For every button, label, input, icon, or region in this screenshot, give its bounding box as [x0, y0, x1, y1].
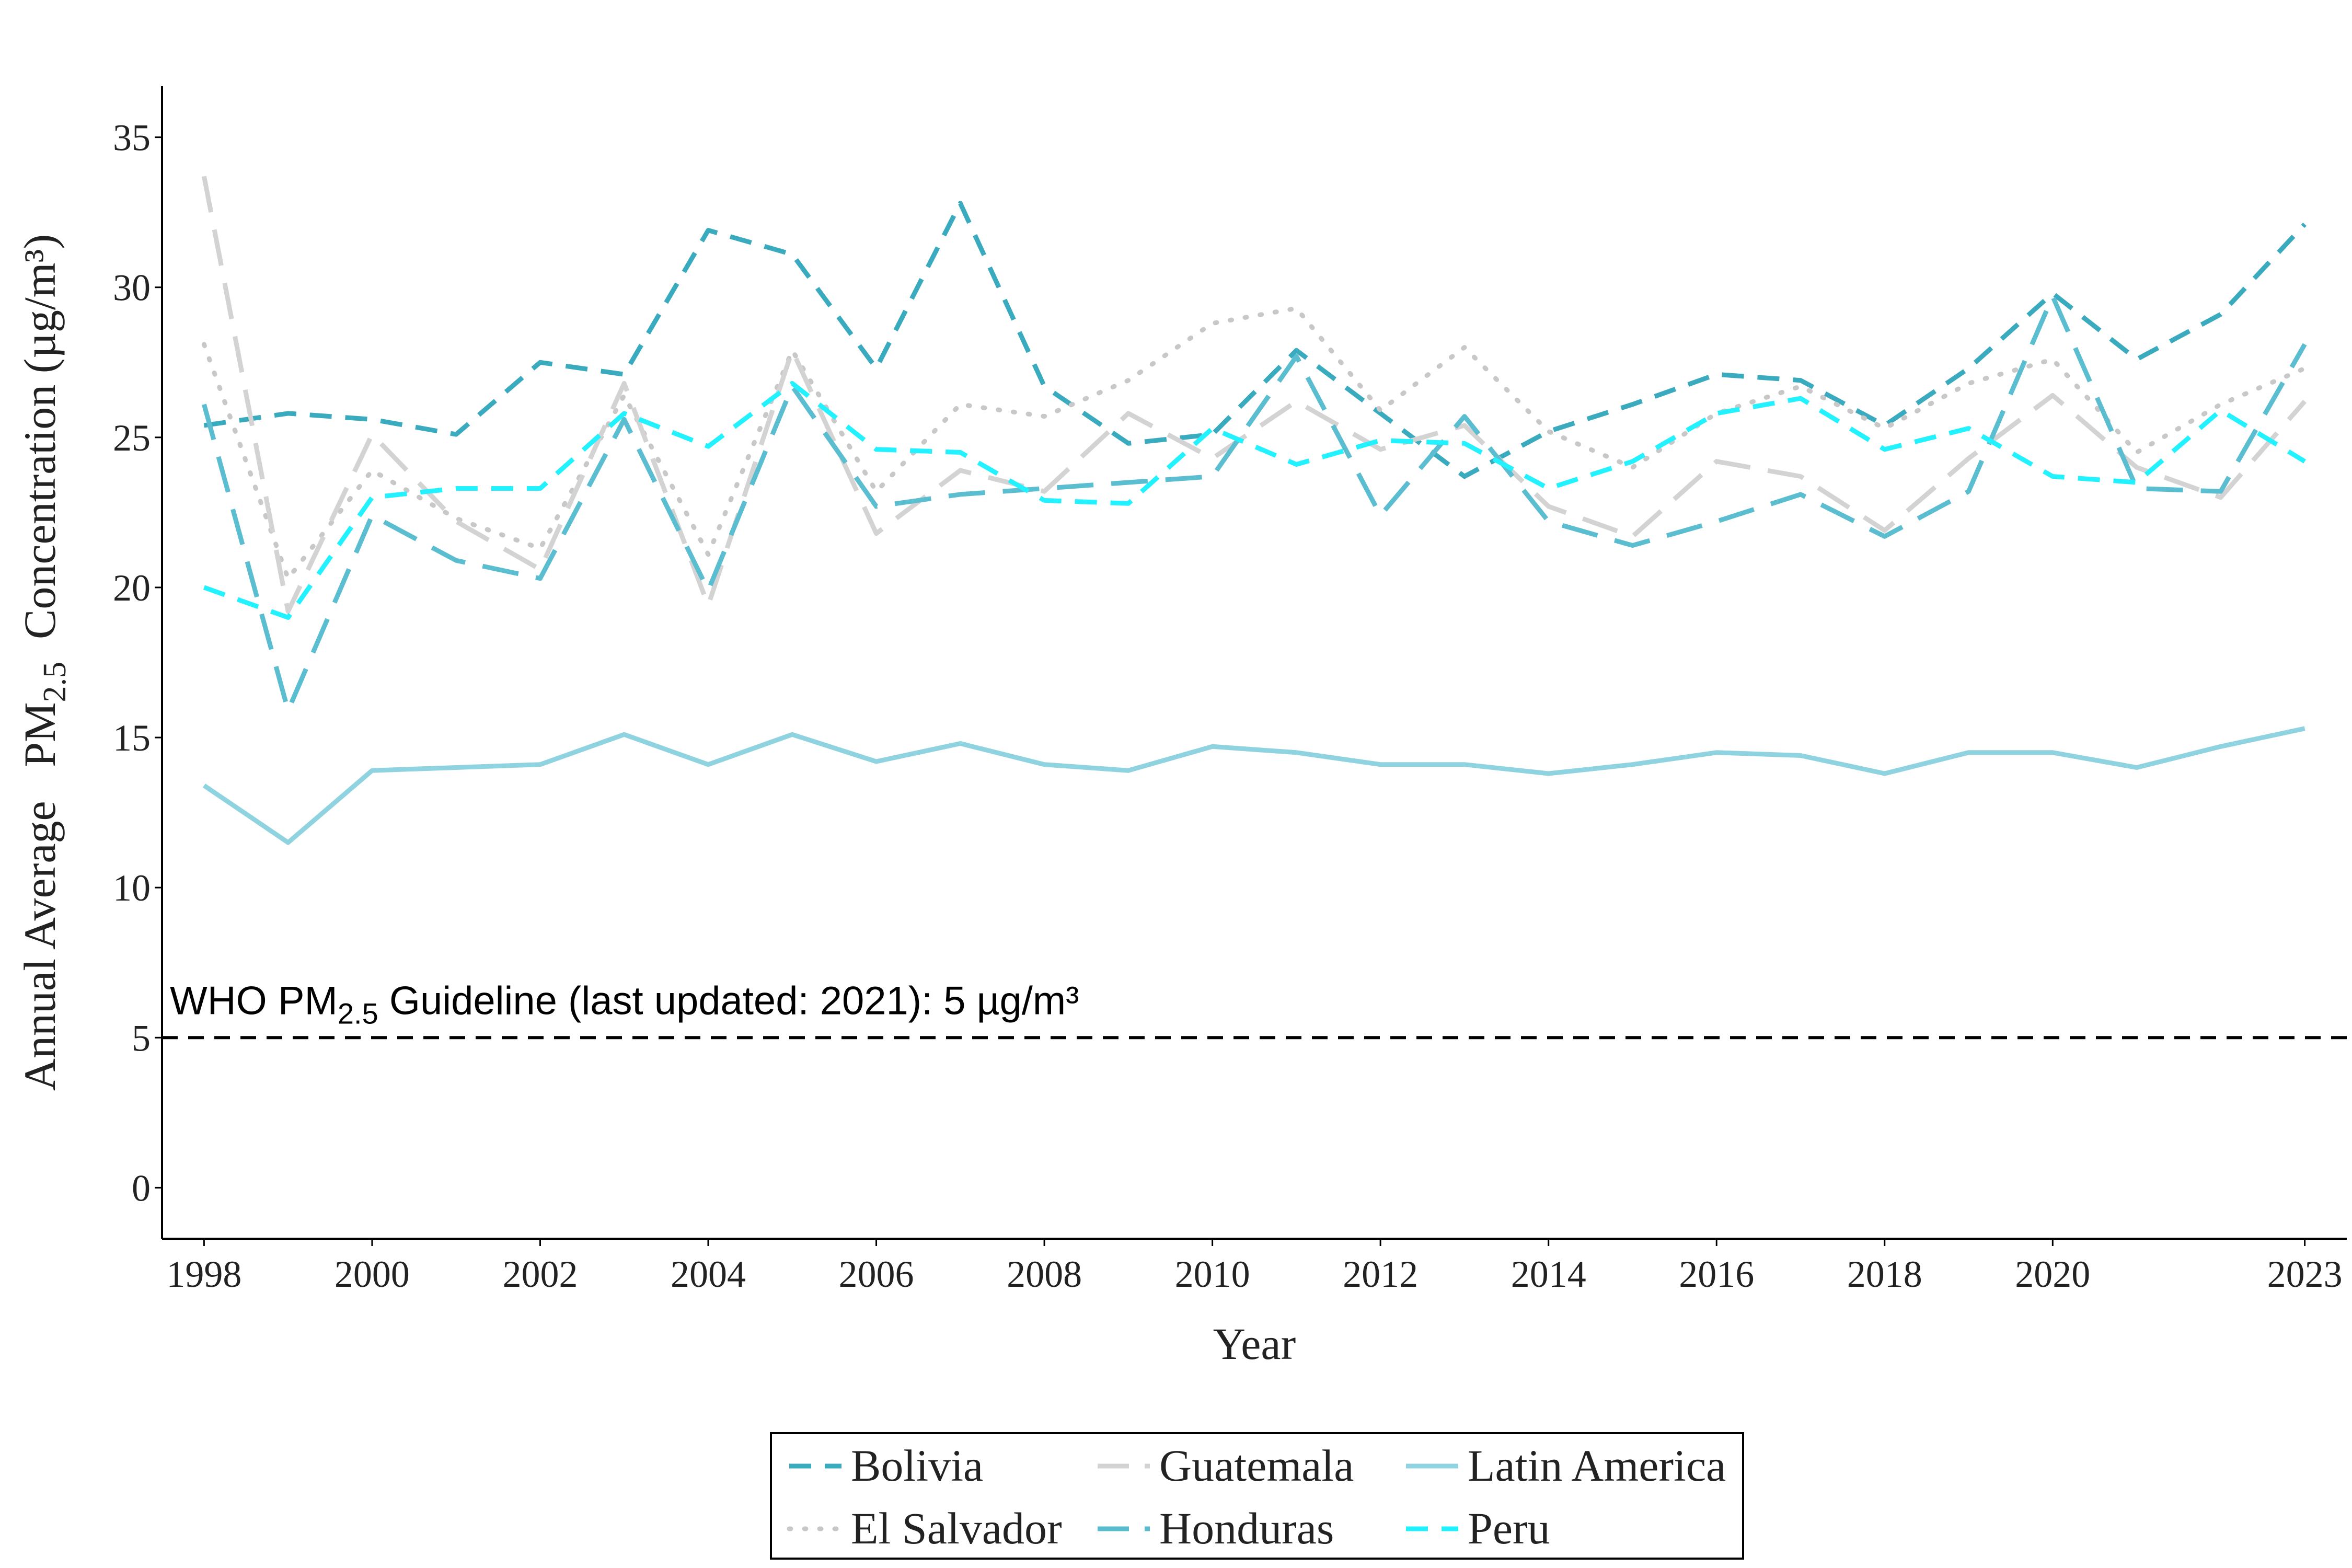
x-tick-label: 2006	[839, 1253, 914, 1295]
legend-label-honduras: Honduras	[1159, 1503, 1334, 1553]
x-tick-label: 2014	[1511, 1253, 1586, 1295]
y-tick-label: 20	[113, 567, 151, 609]
series-line-bolivia	[203, 201, 2307, 479]
y-tick-label: 35	[113, 117, 151, 159]
x-tick-label: 2020	[2015, 1253, 2090, 1295]
x-tick-label: 2008	[1007, 1253, 1082, 1295]
y-tick-label: 10	[113, 867, 151, 909]
series-line-guatemala	[201, 176, 2307, 614]
series-line-honduras	[202, 294, 2307, 713]
series-line-peru	[203, 381, 2306, 620]
legend-box	[770, 1432, 1744, 1560]
y-axis-title-subscript: 2.5	[37, 662, 73, 702]
x-tick-label: 2000	[335, 1253, 410, 1295]
legend: Bolivia Guatemala Latin America El Salvador…	[770, 1432, 1744, 1560]
legend-label-peru: Peru	[1468, 1503, 1550, 1553]
x-tick-label: 2004	[671, 1253, 746, 1295]
x-tick-label: 2023	[2267, 1253, 2343, 1295]
x-tick-label: 2016	[1679, 1253, 1754, 1295]
who-guideline: WHO PM2.5 Guideline (last updated: 2021)…	[162, 978, 2347, 1040]
y-axis-title-prefix: Annual Average PM	[15, 702, 65, 1091]
series-line-latin-america	[202, 726, 2305, 845]
axes: 1998 2000 2002 2004 2006 2008 2010 2012 2014 2016…	[15, 86, 2347, 1369]
x-axis-title: Year	[1213, 1319, 1296, 1369]
y-tick-label: 0	[132, 1167, 151, 1209]
y-axis-title-suffix: Concentration (µg/m³)	[15, 234, 65, 662]
legend-label-latin-america: Latin America	[1468, 1440, 1726, 1491]
guideline-label-suffix: Guideline (last updated: 2021): 5 µg/m³	[378, 978, 1079, 1023]
y-tick-label: 25	[113, 417, 151, 459]
guideline-label-subscript: 2.5	[338, 997, 378, 1030]
y-tick-label: 15	[113, 717, 151, 759]
legend-label-el-salvador: El Salvador	[851, 1503, 1062, 1553]
y-tick-label: 30	[113, 267, 151, 309]
x-tick-label: 2002	[502, 1253, 578, 1295]
x-tick-label: 2012	[1343, 1253, 1418, 1295]
guideline-label-prefix: WHO PM	[170, 978, 338, 1023]
y-tick-label: 5	[132, 1017, 151, 1059]
who-guideline-label: WHO PM2.5 Guideline (last updated: 2021)…	[170, 978, 1079, 1030]
x-tick-label: 1998	[166, 1253, 241, 1295]
y-axis-title: Annual Average PM2.5 Concentration (µg/m…	[15, 234, 73, 1091]
legend-label-bolivia: Bolivia	[851, 1440, 983, 1491]
x-tick-label: 2018	[1847, 1253, 1922, 1295]
legend-label-guatemala: Guatemala	[1159, 1440, 1354, 1491]
x-tick-label: 2010	[1175, 1253, 1250, 1295]
series-lines	[201, 176, 2308, 845]
